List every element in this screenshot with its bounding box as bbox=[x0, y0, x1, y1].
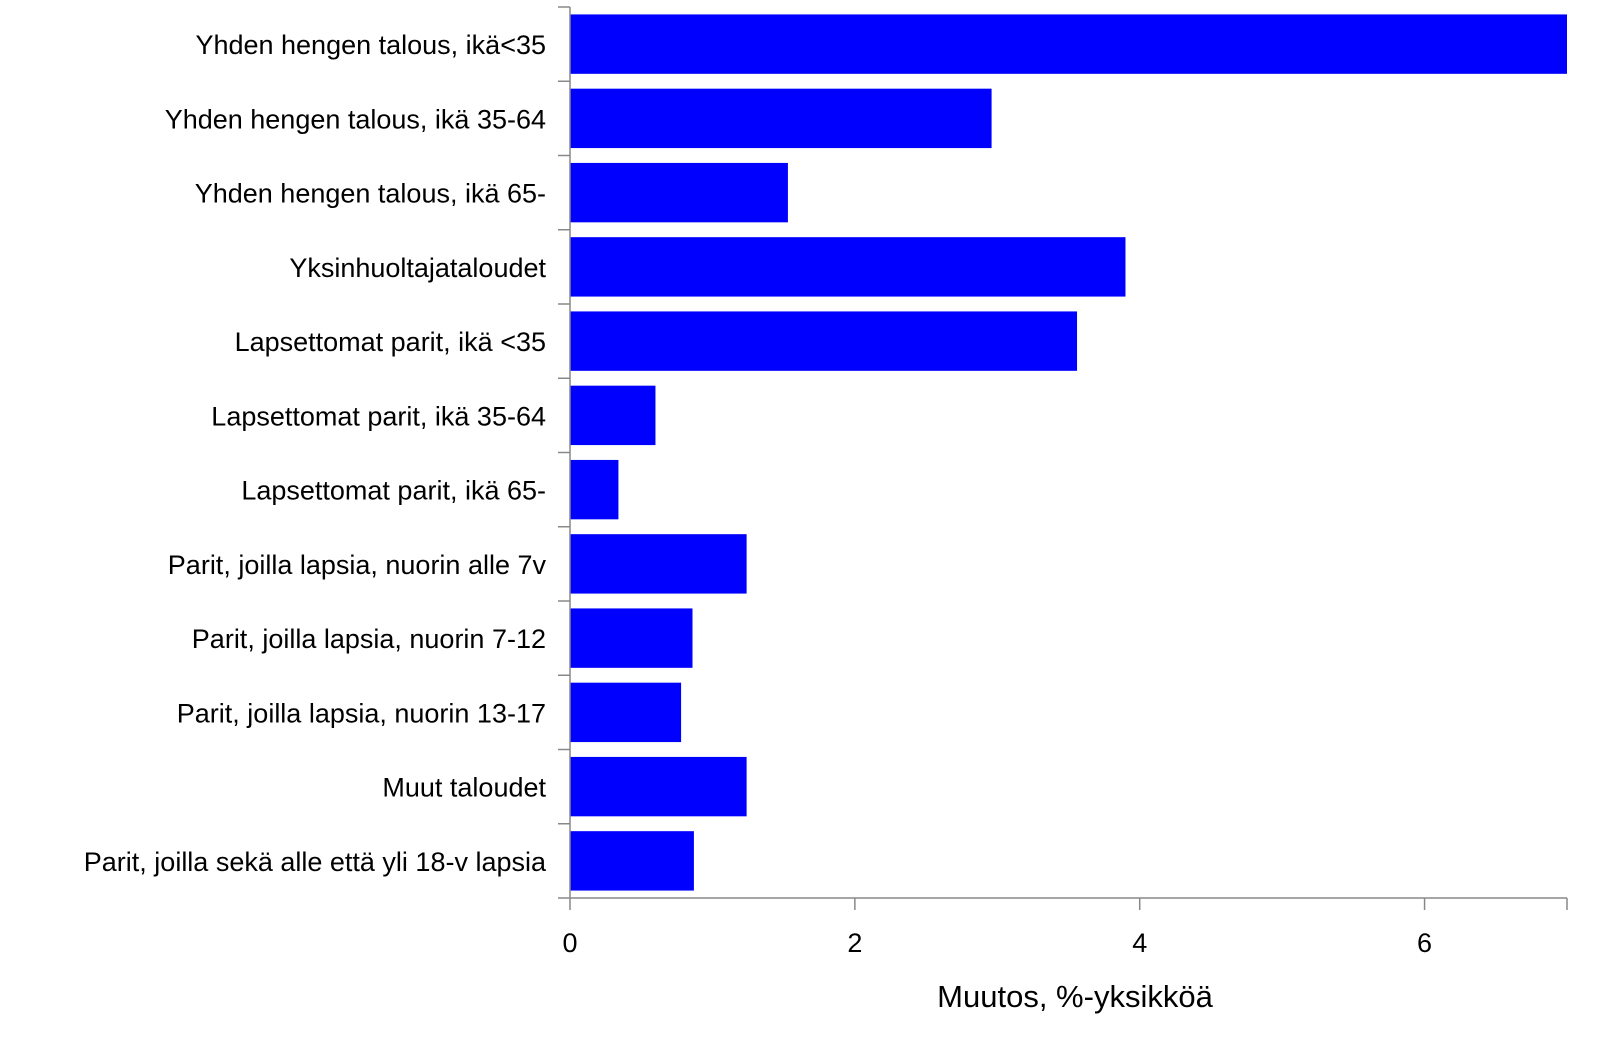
category-label-7: Lapsettomat parit, ikä 65- bbox=[241, 476, 546, 506]
x-axis-title: Muutos, %-yksikköä bbox=[937, 979, 1213, 1014]
bar-10 bbox=[570, 682, 682, 743]
x-tick-label: 0 bbox=[562, 928, 577, 958]
bar-7 bbox=[570, 459, 619, 520]
bar-12 bbox=[570, 831, 694, 891]
category-label-1: Yhden hengen talous, ikä<35 bbox=[195, 30, 546, 60]
bar-4 bbox=[570, 237, 1126, 297]
category-label-10: Parit, joilla lapsia, nuorin 13-17 bbox=[177, 698, 546, 728]
category-label-2: Yhden hengen talous, ikä 35-64 bbox=[165, 104, 546, 134]
bar-6 bbox=[570, 385, 656, 446]
bar-8 bbox=[570, 534, 747, 594]
category-label-3: Yhden hengen talous, ikä 65- bbox=[195, 179, 546, 209]
category-label-4: Yksinhuoltajataloudet bbox=[289, 253, 546, 283]
x-tick-label: 6 bbox=[1417, 928, 1432, 958]
category-label-5: Lapsettomat parit, ikä <35 bbox=[235, 327, 546, 357]
bars bbox=[570, 14, 1567, 891]
category-label-11: Muut taloudet bbox=[382, 773, 546, 803]
bar-1 bbox=[570, 14, 1567, 74]
y-axis-ticks bbox=[558, 6, 570, 899]
x-axis-ticks: 0 2 4 6 bbox=[562, 898, 1568, 958]
category-label-8: Parit, joilla lapsia, nuorin alle 7v bbox=[168, 550, 547, 580]
category-labels: Yhden hengen talous, ikä<35 Yhden hengen … bbox=[84, 30, 547, 877]
category-label-6: Lapsettomat parit, ikä 35-64 bbox=[211, 401, 546, 431]
bar-9 bbox=[570, 608, 693, 668]
bar-3 bbox=[570, 162, 788, 223]
x-tick-label: 4 bbox=[1132, 928, 1147, 958]
bar-5 bbox=[570, 311, 1078, 371]
bar-11 bbox=[570, 756, 747, 817]
category-label-9: Parit, joilla lapsia, nuorin 7-12 bbox=[192, 624, 546, 654]
x-tick-label: 2 bbox=[847, 928, 862, 958]
category-label-12: Parit, joilla sekä alle että yli 18-v la… bbox=[84, 847, 547, 877]
bar-2 bbox=[570, 88, 992, 149]
